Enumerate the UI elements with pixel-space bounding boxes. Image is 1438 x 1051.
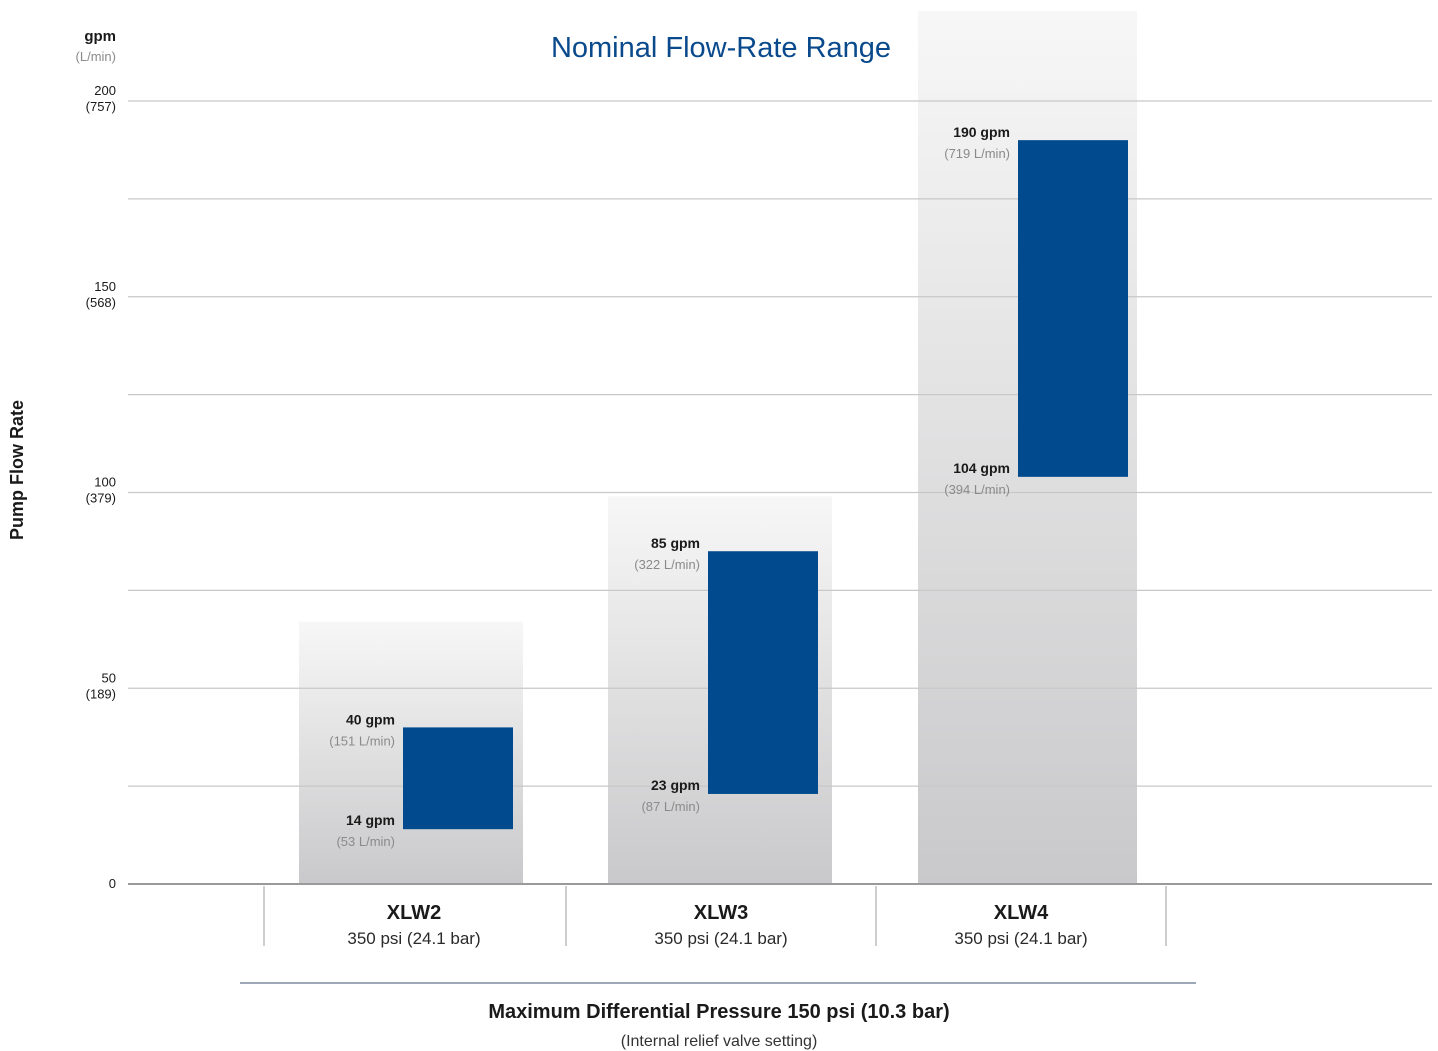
footer-title: Maximum Differential Pressure 150 psi (1… (488, 1001, 949, 1023)
value-labels: 40 gpm (151 L/min) 14 gpm (53 L/min) 85 gpm (… (329, 124, 1010, 849)
footer-subtitle: (Internal relief valve setting) (621, 1033, 818, 1050)
y-tick-sublabel: (757) (86, 99, 116, 114)
y-tick-sublabel: (189) (86, 686, 116, 701)
high-value-label-xlw3: 85 gpm (651, 535, 700, 551)
category-sublabel-xlw2: 350 psi (24.1 bar) (347, 929, 480, 948)
range-bars (403, 140, 1128, 830)
range-bar-xlw4 (1018, 140, 1128, 477)
low-value-label-xlw2: 14 gpm (346, 812, 395, 828)
y-tick-sublabel: (568) (86, 295, 116, 310)
y-tick-label: 100 (94, 475, 116, 490)
high-value-sublabel-xlw4: (719 L/min) (944, 146, 1010, 161)
category-label-xlw4: XLW4 (994, 902, 1049, 924)
high-value-label-xlw4: 190 gpm (953, 124, 1010, 140)
y-tick-label: 50 (102, 670, 116, 685)
low-value-sublabel-xlw2: (53 L/min) (336, 834, 395, 849)
category-sublabel-xlw4: 350 psi (24.1 bar) (954, 929, 1087, 948)
range-bar-xlw2 (403, 727, 513, 830)
chart-title: Nominal Flow-Rate Range (551, 32, 891, 64)
low-value-sublabel-xlw4: (394 L/min) (944, 482, 1010, 497)
y-tick-label: 150 (94, 279, 116, 294)
x-axis: XLW2 350 psi (24.1 bar) XLW3 350 psi (24.1 … (263, 886, 1167, 948)
category-sublabel-xlw3: 350 psi (24.1 bar) (654, 929, 787, 948)
y-tick-label: 200 (94, 83, 116, 98)
high-value-sublabel-xlw2: (151 L/min) (329, 733, 395, 748)
footer: Maximum Differential Pressure 150 psi (1… (240, 982, 1196, 1050)
category-label-xlw2: XLW2 (387, 902, 441, 924)
y-unit-label: gpm (84, 28, 116, 45)
y-unit-secondary-label: (L/min) (76, 49, 116, 64)
low-value-label-xlw4: 104 gpm (953, 460, 1010, 476)
category-label-xlw3: XLW3 (694, 902, 748, 924)
y-tick-sublabel: (379) (86, 491, 116, 506)
low-value-sublabel-xlw3: (87 L/min) (641, 799, 700, 814)
y-axis-label: Pump Flow Rate (7, 400, 27, 540)
y-axis: gpm (L/min) Pump Flow Rate 0 50(189) 100(3… (7, 28, 116, 891)
high-value-label-xlw2: 40 gpm (346, 711, 395, 727)
y-tick-label: 0 (109, 876, 116, 891)
low-value-label-xlw3: 23 gpm (651, 777, 700, 793)
high-value-sublabel-xlw3: (322 L/min) (634, 557, 700, 572)
range-bar-xlw3 (708, 551, 818, 794)
